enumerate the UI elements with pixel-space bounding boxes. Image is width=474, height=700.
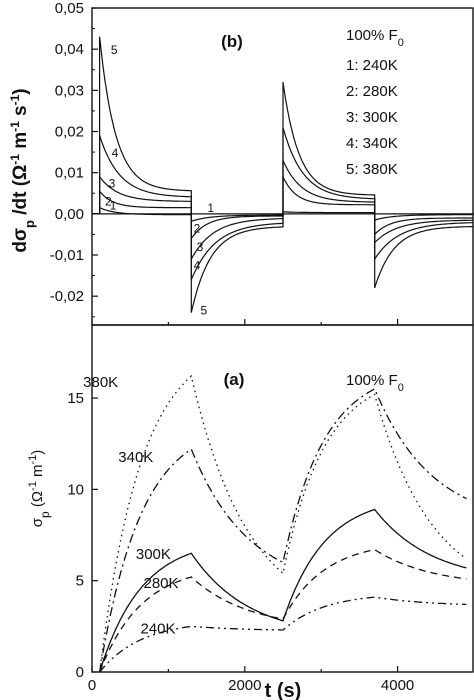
- panel-a-frame: [91, 324, 474, 673]
- curve-b-1: [92, 206, 474, 223]
- curve-b-5: [92, 36, 474, 313]
- curve-number-on: 5: [111, 43, 118, 57]
- curve-b-3: [92, 160, 474, 260]
- y-tick-label-b: 0,00: [55, 206, 84, 223]
- legend-title-b: 100% F0: [346, 27, 404, 49]
- label-part: ): [29, 450, 46, 455]
- y-tick-label-b: 0,02: [55, 124, 84, 141]
- y-tick-label-b: -0,02: [50, 288, 84, 305]
- y-tick-label-b: 0,04: [55, 41, 84, 58]
- curves: [92, 36, 474, 673]
- panel-tag-a: (a): [224, 370, 245, 389]
- label-part: ): [10, 88, 31, 94]
- legend-entry: 3: 300K: [346, 109, 398, 126]
- legend-entry: 5: 380K: [346, 161, 398, 178]
- y-tick-label-b: 0,03: [55, 82, 84, 99]
- label-part: p: [38, 511, 52, 518]
- label-part: -1: [8, 121, 22, 132]
- series-label: 380K: [83, 374, 118, 391]
- label-part: m: [29, 464, 46, 481]
- legend-entry: 4: 340K: [346, 135, 398, 152]
- curve-a-300K: [98, 508, 467, 673]
- label-part: /dt (Ω: [10, 165, 31, 220]
- label-part: -1: [27, 481, 39, 491]
- curve-a-340K: [98, 387, 467, 673]
- legend-title-a: 100% F0: [346, 372, 404, 394]
- y-tick-label-a: 0: [76, 664, 84, 681]
- curve-number-on: 2: [105, 195, 112, 209]
- series-label: 340K: [118, 449, 153, 466]
- label-part: -1: [8, 94, 22, 105]
- label-part: -1: [27, 455, 39, 465]
- curve-a-380K: [98, 374, 467, 673]
- series-label: 300K: [136, 546, 171, 563]
- label-part: s: [10, 105, 31, 121]
- y-tick-label-a: 15: [67, 390, 84, 407]
- legend-entry: 2: 280K: [346, 83, 398, 100]
- curve-b-4: [92, 127, 474, 280]
- curve-number-off: 4: [194, 258, 201, 272]
- x-tick-label: 0: [88, 677, 96, 694]
- label-part: -1: [8, 154, 22, 165]
- curve-a-240K: [99, 596, 467, 673]
- curve-number-on: 3: [109, 176, 116, 190]
- panel-tag-b: (b): [221, 32, 243, 51]
- curve-number-on: 1: [110, 199, 117, 213]
- y-tick-label-b: 0,01: [55, 165, 84, 182]
- curve-number-off: 3: [197, 240, 204, 254]
- curve-b-2: [92, 176, 474, 241]
- label-part: (Ω: [29, 491, 46, 511]
- label-part: dσ: [10, 228, 31, 253]
- curve-number-off: 2: [194, 221, 201, 235]
- y-tick-label-a: 10: [67, 481, 84, 498]
- curve-number-off: 5: [200, 304, 207, 318]
- legend-title-sub: 0: [398, 37, 404, 49]
- y-tick-label-b: -0,01: [50, 247, 84, 264]
- series-label: 240K: [140, 621, 175, 638]
- legend-title-text: 100% F: [346, 372, 398, 389]
- labels: 0,050,040,030,020,010,00-0,01-0,02051015…: [8, 0, 414, 700]
- y-tick-label-a: 5: [76, 573, 84, 590]
- y-axis-label-b: dσp /dt (Ω-1 m-1 s-1): [8, 88, 37, 252]
- x-tick-label: 4000: [381, 677, 414, 694]
- x-axis-label: t (s): [265, 680, 302, 700]
- x-tick-label: 2000: [228, 677, 261, 694]
- legend-entry: 1: 240K: [346, 57, 398, 74]
- label-part: m: [10, 132, 31, 154]
- legend-title-text: 100% F: [346, 27, 398, 44]
- y-axis-label-a: σp (Ω-1 m-1): [27, 450, 52, 528]
- y-tick-label-b: 0,05: [55, 0, 84, 17]
- curve-number-on: 4: [112, 146, 119, 160]
- curve-a-280K: [99, 548, 467, 673]
- label-part: σ: [29, 517, 46, 527]
- curve-number-off: 1: [207, 201, 214, 215]
- series-label: 280K: [144, 575, 179, 592]
- label-part: p: [22, 220, 37, 228]
- legend-title-sub: 0: [398, 382, 404, 394]
